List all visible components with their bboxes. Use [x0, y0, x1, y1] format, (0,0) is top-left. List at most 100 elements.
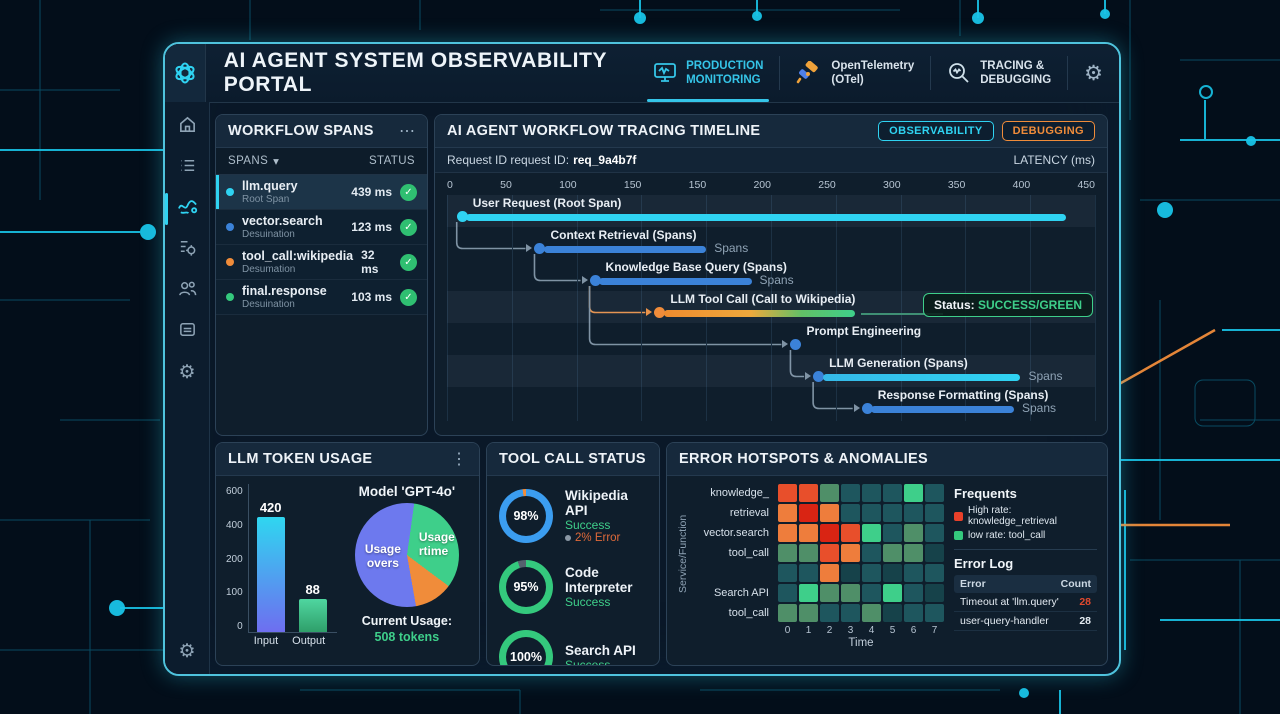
observability-badge[interactable]: OBSERVABILITY: [878, 121, 994, 141]
heatmap-cell[interactable]: [904, 504, 923, 522]
heatmap-cell[interactable]: [883, 604, 902, 622]
ellipsis-menu-icon[interactable]: ⋯: [399, 123, 415, 140]
heatmap-cell[interactable]: [925, 584, 944, 602]
heatmap-cell[interactable]: [799, 544, 818, 562]
heatmap-cell[interactable]: [925, 564, 944, 582]
span-sublabel: Desumation: [242, 263, 296, 275]
heatmap-cell[interactable]: [778, 504, 797, 522]
heatmap-cell[interactable]: [883, 524, 902, 542]
heatmap-cell[interactable]: [841, 544, 860, 562]
heatmap-cell[interactable]: [925, 524, 944, 542]
tool-status: Success: [565, 595, 611, 609]
heatmap-cell[interactable]: [820, 604, 839, 622]
trace-row[interactable]: LLM Generation (Spans) Spans: [447, 355, 1095, 387]
usage-pie-chart: Usage overs Usage rtime: [354, 503, 459, 607]
error-log-row[interactable]: user-query-handler 28: [954, 612, 1097, 631]
heatmap-cell[interactable]: [925, 504, 944, 522]
nav-tracing-debugging[interactable]: TRACING & DEBUGGING: [931, 44, 1067, 102]
spans-sort-control[interactable]: SPANS ▾: [228, 154, 279, 168]
trace-row[interactable]: Prompt Engineering: [447, 323, 1095, 355]
heatmap-cell[interactable]: [904, 564, 923, 582]
heatmap-cell[interactable]: [862, 604, 881, 622]
heatmap-cell[interactable]: [883, 504, 902, 522]
sidebar-item-gear[interactable]: ⚙: [165, 360, 209, 386]
heatmap-cell[interactable]: [862, 544, 881, 562]
heatmap-cell[interactable]: [778, 484, 797, 502]
trace-row[interactable]: LLM Tool Call (Call to Wikipedia) Status:…: [447, 291, 1095, 323]
nav-line: MONITORING: [686, 74, 761, 86]
span-row[interactable]: final.response Desuination 103 ms ✓: [216, 280, 427, 315]
trace-row[interactable]: User Request (Root Span): [447, 195, 1095, 227]
heatmap-cell[interactable]: [883, 544, 902, 562]
span-row[interactable]: tool_call:wikipedia Desumation 32 ms ✓: [216, 245, 427, 280]
tool-status: Success: [565, 518, 611, 532]
heatmap-cell[interactable]: [820, 484, 839, 502]
heatmap-cell[interactable]: [778, 584, 797, 602]
heatmap-cell[interactable]: [820, 564, 839, 582]
error-log-row[interactable]: Timeout at 'llm.query' 28: [954, 593, 1097, 612]
heatmap-cell[interactable]: [841, 524, 860, 542]
debugging-badge[interactable]: DEBUGGING: [1001, 121, 1095, 141]
heatmap-cell[interactable]: [925, 544, 944, 562]
heatmap-cell[interactable]: [862, 584, 881, 602]
heatmap-cell[interactable]: [841, 604, 860, 622]
sidebar-item-logs-card[interactable]: [165, 319, 209, 345]
heatmap-cell[interactable]: [862, 564, 881, 582]
heatmap-cell[interactable]: [841, 564, 860, 582]
nav-line: DEBUGGING: [980, 74, 1052, 86]
heatmap-cell[interactable]: [799, 584, 818, 602]
heatmap-cell[interactable]: [820, 524, 839, 542]
heatmap-cell[interactable]: [841, 504, 860, 522]
axis-tick: 200: [753, 179, 771, 191]
kebab-menu-icon[interactable]: ⋮: [451, 451, 467, 468]
heatmap-cell[interactable]: [820, 504, 839, 522]
heatmap-cell[interactable]: [841, 484, 860, 502]
sidebar-item-users[interactable]: [165, 278, 209, 304]
span-row[interactable]: vector.search Desuination 123 ms ✓: [216, 210, 427, 245]
sidebar-item-list[interactable]: [165, 155, 209, 181]
sidebar-item-settings-bottom[interactable]: ⚙: [178, 640, 196, 662]
heatmap-cell[interactable]: [778, 524, 797, 542]
heatmap-x-tick: 7: [931, 625, 938, 636]
heatmap-cell[interactable]: [862, 484, 881, 502]
heatmap-cell[interactable]: [883, 584, 902, 602]
sidebar-item-home[interactable]: [165, 114, 209, 140]
timeline-subheader: Request ID request ID: req_9a4b7f LATENCY…: [435, 148, 1107, 173]
heatmap-cell[interactable]: [778, 604, 797, 622]
span-row[interactable]: llm.query Root Span 439 ms ✓: [216, 175, 427, 210]
heatmap-cell[interactable]: [925, 604, 944, 622]
connector-arrow: [805, 372, 812, 380]
heatmap-cell[interactable]: [799, 604, 818, 622]
heatmap-cell[interactable]: [799, 524, 818, 542]
heatmap-cell[interactable]: [925, 484, 944, 502]
trace-row[interactable]: Response Formatting (Spans) Spans: [447, 387, 1095, 419]
sidebar-item-metrics-tune[interactable]: [165, 237, 209, 263]
heatmap-cell[interactable]: [883, 484, 902, 502]
trace-row[interactable]: Context Retrieval (Spans) Spans: [447, 227, 1095, 259]
heatmap-cell[interactable]: [862, 524, 881, 542]
span-name: final.response: [242, 284, 327, 299]
nav-production-monitoring[interactable]: PRODUCTION MONITORING: [637, 44, 779, 102]
heatmap-cell[interactable]: [904, 524, 923, 542]
heatmap-cell[interactable]: [799, 564, 818, 582]
settings-gear-icon[interactable]: ⚙: [1084, 61, 1103, 85]
nav-opentelemetry[interactable]: OpenTelemetry (OTel): [780, 44, 930, 102]
heatmap-cell[interactable]: [820, 584, 839, 602]
trace-row-label: Prompt Engineering: [806, 324, 922, 338]
heatmap-cell[interactable]: [862, 504, 881, 522]
heatmap-cell[interactable]: [841, 584, 860, 602]
heatmap-cell[interactable]: [778, 544, 797, 562]
sidebar-item-workflow-trace[interactable]: [165, 193, 209, 225]
heatmap-cell[interactable]: [799, 484, 818, 502]
sidebar-items: ⚙: [165, 114, 209, 386]
trace-row[interactable]: Knowledge Base Query (Spans) Spans: [447, 259, 1095, 291]
heatmap-cell[interactable]: [778, 564, 797, 582]
heatmap-cell[interactable]: [904, 604, 923, 622]
heatmap-cell[interactable]: [904, 584, 923, 602]
heatmap-cell[interactable]: [904, 484, 923, 502]
heatmap-cell[interactable]: [883, 564, 902, 582]
heatmap-cell[interactable]: [904, 544, 923, 562]
home-icon: [178, 115, 197, 139]
heatmap-cell[interactable]: [799, 504, 818, 522]
heatmap-cell[interactable]: [820, 544, 839, 562]
